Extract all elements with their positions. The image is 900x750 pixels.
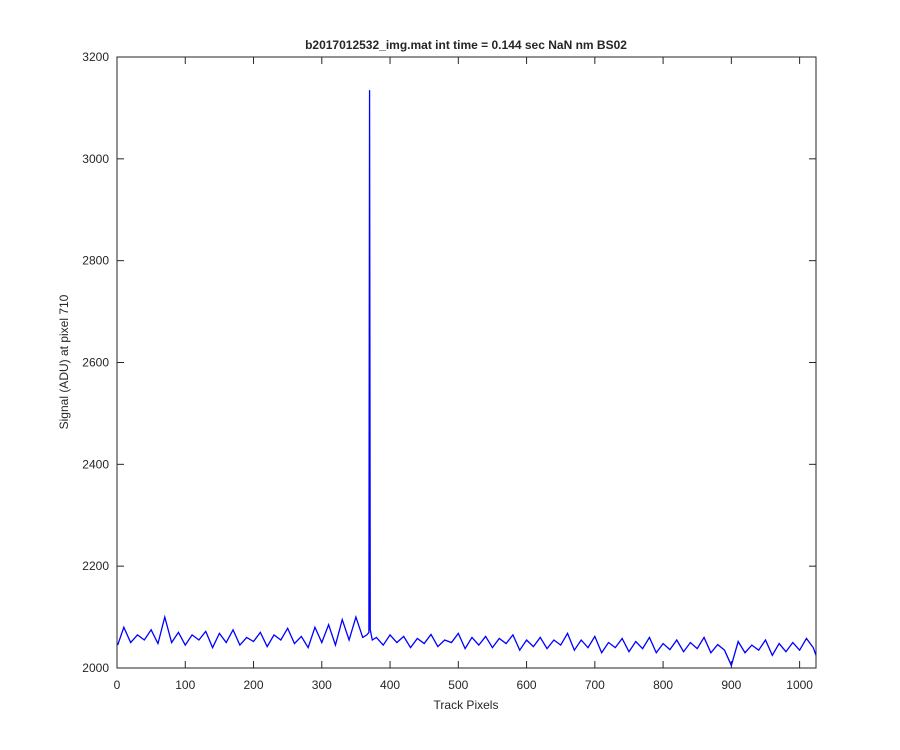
y-tick-label: 3200 [82,50,109,64]
y-tick-label: 3000 [82,152,109,166]
y-axis-label: Signal (ADU) at pixel 710 [57,294,71,429]
x-axis-label: Track Pixels [434,698,499,712]
data-line [117,90,817,668]
y-tick-label: 2000 [82,661,109,675]
x-tick-label: 300 [312,678,332,692]
x-tick-label: 700 [585,678,605,692]
x-tick-label: 900 [721,678,741,692]
x-tick-label: 600 [517,678,537,692]
y-tick-label: 2200 [82,559,109,573]
y-tick-label: 2800 [82,254,109,268]
plot-area [116,56,817,669]
x-tick-label: 1000 [786,678,813,692]
x-tick-label: 400 [380,678,400,692]
y-tick-label: 2600 [82,356,109,370]
y-tick-label: 2400 [82,457,109,471]
x-tick-label: 0 [114,678,121,692]
x-tick-label: 500 [448,678,468,692]
x-tick-label: 800 [653,678,673,692]
x-tick-label: 200 [244,678,264,692]
x-tick-label: 100 [175,678,195,692]
chart-title: b2017012532_img.mat int time = 0.144 sec… [305,38,627,52]
